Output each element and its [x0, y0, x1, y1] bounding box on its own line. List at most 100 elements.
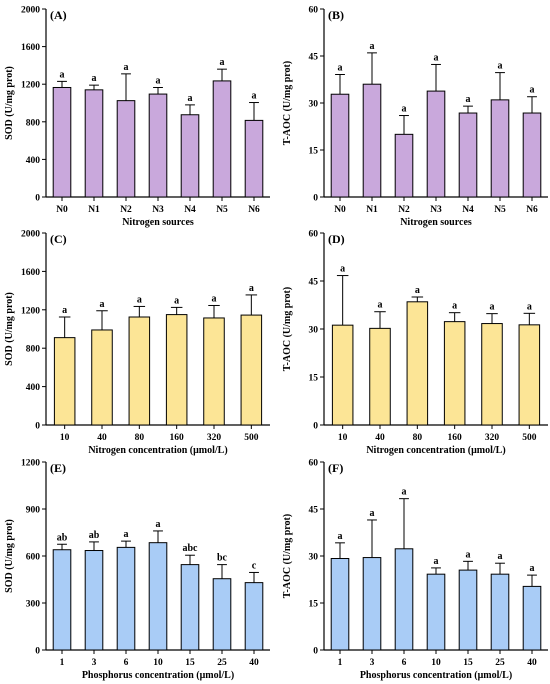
- x-tick-label: 40: [249, 658, 259, 668]
- bar: [330, 558, 350, 651]
- panel-label: (F): [328, 461, 343, 475]
- significance-label: a: [188, 93, 193, 104]
- bar: [490, 99, 510, 198]
- y-tick-label: 0: [35, 647, 40, 657]
- chart-panel-f: 0 15 30 45 60 T-AOC (U/mg prot) (F) a 1 a 3 a 6 a 10 a 1…: [282, 459, 548, 681]
- x-tick-label: 1: [60, 658, 65, 668]
- significance-label: bc: [217, 553, 228, 564]
- panel-label: (B): [328, 8, 344, 22]
- significance-label: a: [249, 283, 254, 294]
- significance-label: a: [340, 264, 345, 275]
- x-tick-label: 10: [60, 433, 70, 443]
- panel-label: (C): [50, 232, 67, 246]
- x-tick-label: N2: [120, 205, 132, 215]
- x-tick-label: 6: [402, 658, 407, 668]
- y-tick-label: 15: [309, 600, 319, 610]
- x-tick-label: N1: [366, 205, 378, 215]
- bar: [369, 327, 391, 426]
- x-tick-label: N5: [494, 205, 506, 215]
- y-tick-label: 45: [309, 506, 319, 516]
- x-tick-label: 40: [97, 433, 107, 443]
- significance-label: a: [174, 295, 179, 306]
- y-tick-label: 0: [313, 647, 318, 657]
- chart-panel-b: 0 15 30 45 60 T-AOC (U/mg prot) (B) a N0 a N1 a N2 a N…: [282, 6, 548, 228]
- significance-label: a: [378, 300, 383, 311]
- y-tick-label: 60: [309, 459, 319, 469]
- y-tick-label: 1200: [21, 81, 40, 91]
- significance-label: a: [415, 285, 420, 296]
- significance-label: abc: [183, 543, 199, 554]
- x-tick-label: N3: [152, 205, 164, 215]
- y-axis-label: T-AOC (U/mg prot): [282, 287, 293, 371]
- y-tick-label: 30: [309, 100, 319, 110]
- significance-label: a: [434, 52, 439, 63]
- significance-label: a: [452, 301, 457, 312]
- significance-label: a: [338, 62, 343, 73]
- significance-label: a: [466, 549, 471, 560]
- bar: [244, 582, 264, 651]
- x-axis-label: Nitrogen concentration (μmol/L): [88, 445, 227, 456]
- bar: [362, 557, 382, 651]
- bar: [165, 314, 188, 426]
- bar: [180, 564, 200, 651]
- bar: [203, 317, 225, 426]
- x-tick-label: 1: [338, 658, 343, 668]
- bar: [522, 585, 542, 651]
- y-axis-label: T-AOC (U/mg prot): [282, 514, 293, 598]
- chart-panel-d: 0 15 30 45 60 T-AOC (U/mg prot) (D) a 10 a 40 a 80 a 1…: [282, 230, 548, 456]
- bar: [458, 569, 478, 651]
- bar: [394, 548, 414, 651]
- bar: [91, 329, 113, 426]
- x-tick-label: N3: [430, 205, 442, 215]
- x-axis-label: Phosphorus concentration (μmol/L): [82, 670, 234, 681]
- y-tick-label: 15: [309, 147, 319, 157]
- x-tick-label: N4: [184, 205, 196, 215]
- y-tick-label: 2000: [21, 230, 40, 240]
- y-axis-label: SOD (U/mg prot): [4, 66, 15, 140]
- bar: [244, 119, 264, 198]
- y-axis-label: T-AOC (U/mg prot): [282, 61, 293, 145]
- chart-panel-e: 0 300 600 900 1200 SOD (U/mg prot) (E) ab 1 ab 3 a 6…: [4, 459, 270, 681]
- panel-label: (A): [50, 8, 67, 22]
- x-tick-label: 10: [431, 658, 441, 668]
- bar: [212, 80, 232, 198]
- significance-label: a: [490, 302, 495, 313]
- bar: [426, 90, 446, 198]
- y-tick-label: 800: [26, 345, 41, 355]
- significance-label: c: [252, 560, 257, 571]
- significance-label: a: [100, 299, 105, 310]
- y-tick-label: 300: [26, 600, 41, 610]
- y-tick-label: 1200: [21, 306, 40, 316]
- x-tick-label: N4: [462, 205, 474, 215]
- x-tick-label: N2: [398, 205, 410, 215]
- bar: [394, 133, 414, 198]
- x-tick-label: 25: [217, 658, 227, 668]
- bar: [53, 337, 76, 426]
- bar: [52, 86, 72, 198]
- x-tick-label: 10: [153, 658, 163, 668]
- y-tick-label: 60: [309, 6, 319, 16]
- bar: [148, 93, 168, 198]
- significance-label: a: [370, 508, 375, 519]
- y-tick-label: 1600: [21, 268, 40, 278]
- bar: [116, 100, 136, 198]
- bar: [458, 112, 478, 198]
- y-tick-label: 800: [26, 118, 41, 128]
- bar: [212, 578, 232, 651]
- significance-label: a: [252, 91, 257, 102]
- bar: [148, 542, 168, 651]
- significance-label: a: [530, 85, 535, 96]
- x-tick-label: 500: [244, 433, 259, 443]
- significance-label: a: [137, 294, 142, 305]
- y-tick-label: 0: [313, 422, 318, 432]
- panel-label: (E): [50, 461, 66, 475]
- y-tick-label: 900: [26, 506, 41, 516]
- significance-label: a: [498, 61, 503, 72]
- x-axis-label: Nitrogen concentration (μmol/L): [366, 445, 505, 456]
- bar: [406, 301, 429, 426]
- bar: [362, 83, 382, 198]
- chart-panel-c: 0 400 800 1200 1600 2000 SOD (U/mg prot) (C) a 10…: [4, 230, 270, 456]
- y-tick-label: 45: [309, 53, 319, 63]
- x-tick-label: 10: [338, 433, 348, 443]
